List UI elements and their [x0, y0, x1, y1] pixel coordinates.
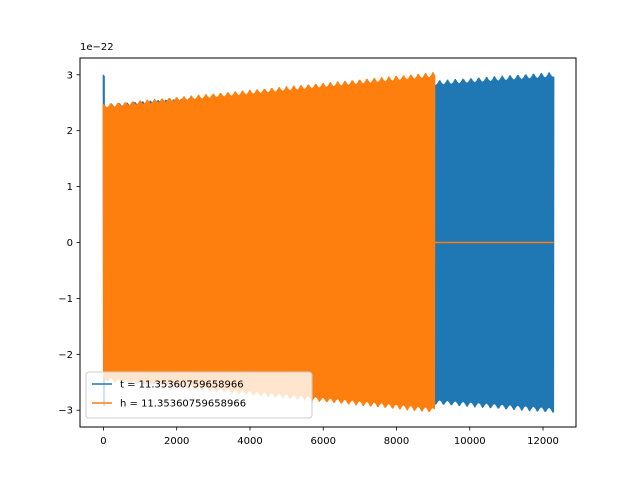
- y-tick-label: −1: [58, 294, 73, 305]
- legend-label: h = 11.35360759658966: [120, 399, 246, 410]
- x-axis: 0 2000 4000 6000 8000 10000 12000: [100, 427, 559, 447]
- y-tick-label: 2: [67, 126, 73, 137]
- plot-area: [102, 72, 555, 413]
- x-tick-label: 10000: [454, 436, 486, 447]
- y-tick-label: 3: [67, 70, 73, 81]
- y-axis: −3 −2 −1 0 1 2 3: [58, 70, 80, 417]
- legend: t = 11.35360759658966 h = 11.353607596589…: [85, 371, 313, 419]
- legend-box: [85, 371, 313, 419]
- legend-label: t = 11.35360759658966: [120, 380, 244, 391]
- y-tick-label: −3: [58, 406, 73, 417]
- y-offset-label: 1e−22: [80, 42, 114, 53]
- x-tick-label: 4000: [237, 436, 262, 447]
- x-tick-label: 8000: [384, 436, 409, 447]
- x-tick-label: 12000: [527, 436, 559, 447]
- y-tick-label: −2: [58, 350, 73, 361]
- y-tick-label: 0: [67, 238, 73, 249]
- series-line-h: [102, 72, 436, 412]
- x-tick-label: 2000: [164, 436, 189, 447]
- y-tick-label: 1: [67, 182, 73, 193]
- x-tick-label: 0: [100, 436, 106, 447]
- x-tick-label: 6000: [311, 436, 336, 447]
